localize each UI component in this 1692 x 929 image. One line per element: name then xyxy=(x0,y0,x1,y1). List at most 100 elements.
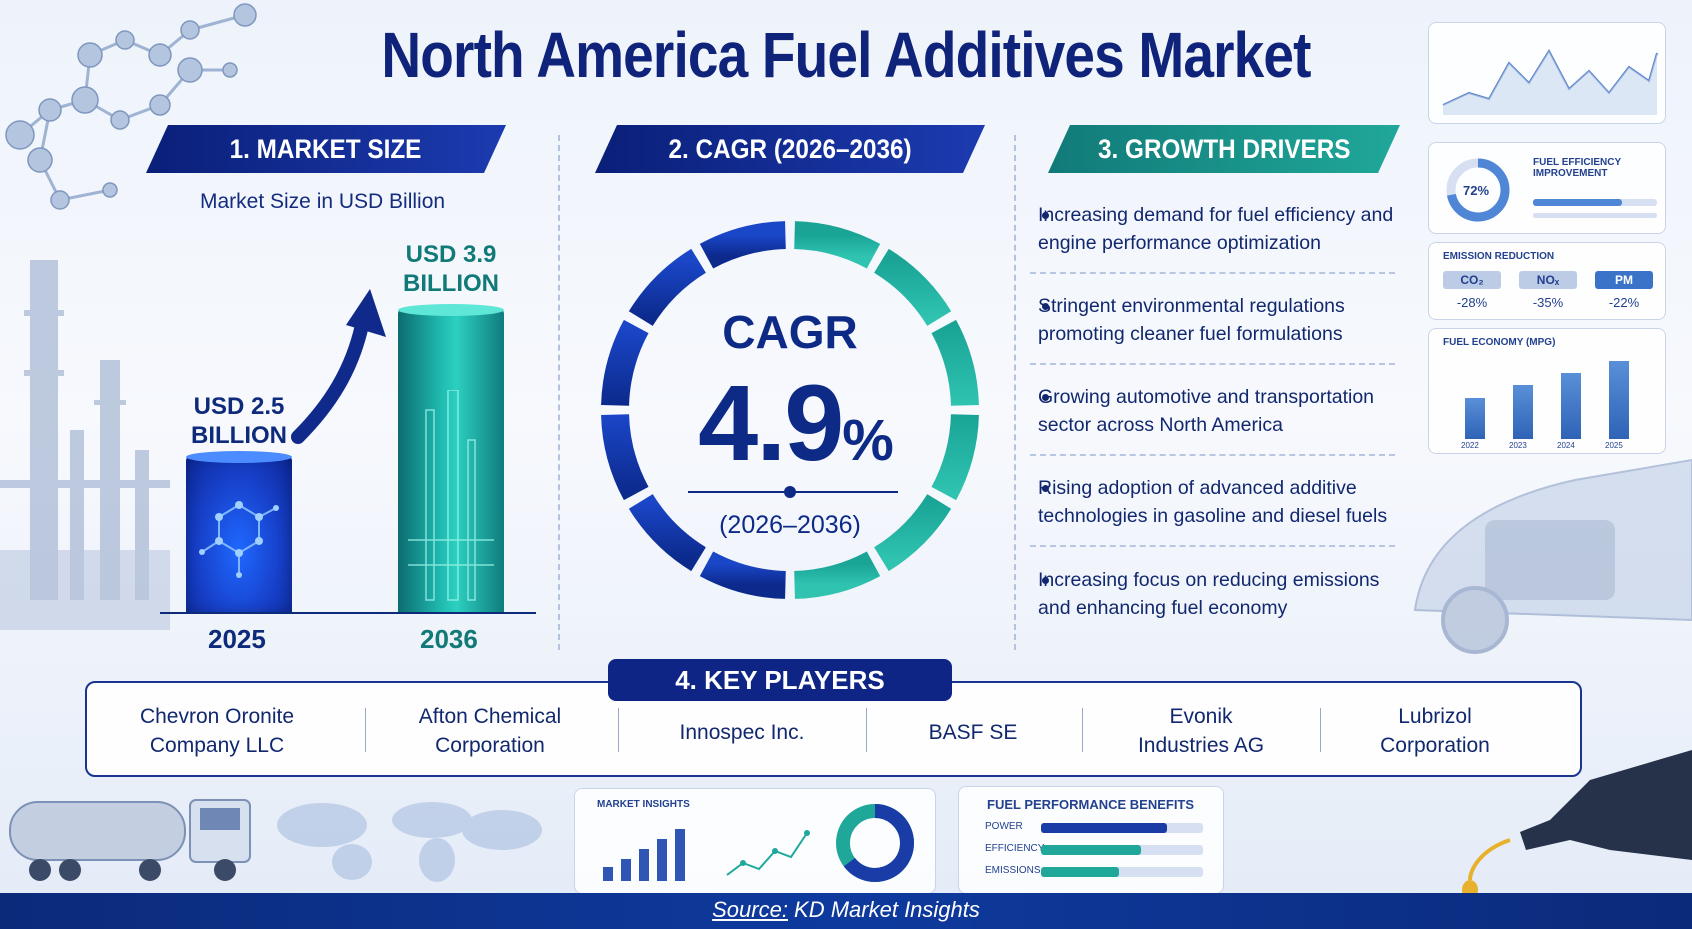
cagr-ring-segment xyxy=(699,221,787,269)
benefit-label: POWER xyxy=(985,821,1023,832)
cagr-ring-segment xyxy=(628,248,707,327)
economy-year-label: 2023 xyxy=(1509,441,1527,450)
market-size-banner: 1. MARKET SIZE xyxy=(146,125,506,173)
growth-arrow-icon xyxy=(291,289,386,444)
emission-title: EMISSION REDUCTION xyxy=(1443,251,1555,262)
player-name-line: Lubrizol xyxy=(1398,705,1472,728)
player-name-line: Industries AG xyxy=(1137,734,1265,757)
driver-text-line: Increasing focus on reducing emissions xyxy=(1038,569,1380,591)
source-bar xyxy=(0,893,1692,929)
driver-separator xyxy=(1030,272,1395,274)
player-name-line: Afton Chemical xyxy=(418,705,562,728)
fuel-benefits-panel: FUEL PERFORMANCE BENEFITS POWER EFFICIENC… xyxy=(958,786,1224,894)
growth-driver-item: Increasing focus on reducing emissions an… xyxy=(1038,566,1398,622)
benefits-title: FUEL PERFORMANCE BENEFITS xyxy=(987,797,1195,812)
key-player-name: Afton Chemical Corporation xyxy=(380,702,600,760)
benefit-bar-track xyxy=(1041,867,1203,877)
benefit-bar-fill xyxy=(1041,845,1142,855)
insights-bar-icon xyxy=(603,829,685,881)
driver-separator xyxy=(1030,454,1395,456)
economy-bar xyxy=(1609,361,1629,439)
efficiency-percent: 72% xyxy=(1463,183,1490,198)
economy-year-label: 2024 xyxy=(1557,441,1575,450)
efficiency-gauge xyxy=(1446,158,1510,222)
cagr-label: CAGR xyxy=(722,306,858,358)
key-players-banner: 4. KEY PLAYERS xyxy=(608,659,952,701)
fuel-efficiency-panel: 72% FUEL EFFICIENCY IMPROVEMENT xyxy=(1428,142,1666,234)
economy-bar xyxy=(1561,373,1581,439)
driver-bullet xyxy=(1042,577,1049,584)
cagr-ring-segment xyxy=(601,413,649,501)
player-separator xyxy=(618,708,619,752)
economy-bar xyxy=(1513,385,1533,439)
cagr-range: (2026–2036) xyxy=(719,511,861,539)
driver-text-line: and enhancing fuel economy xyxy=(1038,597,1288,619)
refinery-illustration xyxy=(0,260,170,630)
fuel-economy-panel: FUEL ECONOMY (MPG) 2022 2023 2024 2025 xyxy=(1428,328,1666,454)
player-separator xyxy=(866,708,867,752)
driver-text-line: Stringent environmental regulations xyxy=(1038,295,1345,317)
player-name-line: Evonik xyxy=(1169,705,1233,728)
driver-bullet xyxy=(1042,394,1049,401)
emission-chip-label: CO₂ xyxy=(1443,271,1501,289)
benefit-bar-track xyxy=(1041,845,1203,855)
fuel-nozzle-illustration xyxy=(1462,750,1692,900)
economy-title: FUEL ECONOMY (MPG) xyxy=(1443,337,1556,348)
efficiency-bar-track-2 xyxy=(1533,213,1657,218)
bar-2025-cap xyxy=(186,451,292,463)
cagr-ring-segment xyxy=(793,221,881,269)
emission-chip-label: NOₓ xyxy=(1519,271,1577,289)
cagr-ring-segment xyxy=(931,413,979,501)
growth-driver-item: Rising adoption of advanced additive tech… xyxy=(1038,474,1398,530)
insights-donut-icon xyxy=(836,804,914,882)
tanker-truck-illustration xyxy=(9,799,251,881)
driver-bullet xyxy=(1042,212,1049,219)
bar-2036-cap xyxy=(398,304,504,316)
growth-driver-item: Growing automotive and transportation sec… xyxy=(1038,383,1398,439)
benefit-bar-fill xyxy=(1041,867,1119,877)
car-illustration xyxy=(1413,458,1692,654)
section-divider xyxy=(1014,135,1016,650)
driver-text-line: promoting cleaner fuel formulations xyxy=(1038,323,1343,345)
molecule-decoration xyxy=(5,3,257,210)
trend-line-icon xyxy=(1442,48,1658,115)
efficiency-bar-track xyxy=(1533,199,1657,206)
cagr-ring-segment xyxy=(628,493,707,572)
economy-bar xyxy=(1465,398,1485,439)
player-separator xyxy=(1082,708,1083,752)
driver-bullet xyxy=(1042,303,1049,310)
bar-2036 xyxy=(398,308,504,613)
driver-text-line: technologies in gasoline and diesel fuel… xyxy=(1038,505,1388,527)
emission-chip-value: -28% xyxy=(1456,295,1488,310)
player-name-line: Corporation xyxy=(435,734,545,757)
cagr-ring-segment xyxy=(873,493,952,572)
player-name-line: BASF SE xyxy=(928,721,1018,744)
player-name-line: Chevron Oronite xyxy=(139,705,295,728)
cagr-divider-dot xyxy=(784,486,796,498)
cagr-ring xyxy=(601,221,979,599)
driver-text-line: Increasing demand for fuel efficiency an… xyxy=(1038,204,1394,226)
driver-separator xyxy=(1030,363,1395,365)
bar-chart-baseline xyxy=(160,612,536,614)
key-player-name: Innospec Inc. xyxy=(632,718,852,747)
economy-year-label: 2025 xyxy=(1605,441,1623,450)
insights-title: MARKET INSIGHTS xyxy=(597,799,690,810)
emission-chip-value: -35% xyxy=(1532,295,1564,310)
bar-2036-value-label: USD 3.9 BILLION xyxy=(403,241,499,297)
cagr-ring-segment xyxy=(793,551,881,599)
emission-chip-value: -22% xyxy=(1608,295,1640,310)
driver-text-line: engine performance optimization xyxy=(1038,232,1321,254)
source-text: Source: KD Market Insights xyxy=(712,897,980,922)
driver-text-line: Growing automotive and transportation xyxy=(1038,386,1375,408)
emission-reduction-panel: EMISSION REDUCTION CO₂ -28% NOₓ -35% PM -22% xyxy=(1428,242,1666,320)
section-divider xyxy=(558,135,560,650)
year-2036-label: 2036 xyxy=(420,624,478,654)
bar-2025 xyxy=(186,455,292,613)
cagr-ring-segment xyxy=(931,319,979,407)
refinery-bar-icon xyxy=(408,390,494,601)
growth-drivers-banner: 3. GROWTH DRIVERS xyxy=(1048,125,1400,173)
player-separator xyxy=(1320,708,1321,752)
benefit-bar-track xyxy=(1041,823,1203,833)
market-insights-panel: MARKET INSIGHTS xyxy=(574,788,936,894)
page-title: North America Fuel Additives Market xyxy=(381,19,1311,91)
